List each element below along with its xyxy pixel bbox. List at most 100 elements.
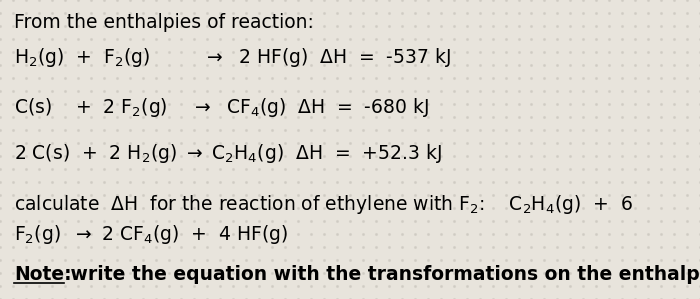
Point bbox=[526, 245, 537, 249]
Point bbox=[189, 76, 200, 80]
Point bbox=[176, 50, 187, 54]
Point bbox=[279, 284, 290, 289]
Point bbox=[163, 219, 174, 223]
Point bbox=[370, 245, 382, 249]
Point bbox=[629, 102, 641, 106]
Point bbox=[384, 76, 395, 80]
Point bbox=[422, 76, 433, 80]
Point bbox=[617, 297, 628, 299]
Point bbox=[578, 180, 589, 184]
Point bbox=[344, 24, 356, 28]
Point bbox=[124, 62, 135, 67]
Point bbox=[8, 0, 19, 2]
Point bbox=[526, 219, 537, 223]
Point bbox=[8, 89, 19, 93]
Point bbox=[46, 206, 57, 210]
Point bbox=[358, 284, 369, 289]
Point bbox=[34, 206, 45, 210]
Point bbox=[694, 258, 700, 263]
Point bbox=[668, 258, 680, 263]
Point bbox=[370, 24, 382, 28]
Point bbox=[629, 24, 641, 28]
Point bbox=[410, 36, 421, 41]
Point bbox=[0, 62, 6, 67]
Point bbox=[267, 193, 278, 197]
Point bbox=[643, 154, 654, 158]
Point bbox=[331, 271, 342, 275]
Point bbox=[603, 141, 615, 145]
Point bbox=[305, 141, 316, 145]
Point bbox=[293, 50, 304, 54]
Point bbox=[565, 89, 576, 93]
Point bbox=[474, 89, 485, 93]
Point bbox=[111, 245, 122, 249]
Point bbox=[305, 115, 316, 119]
Point bbox=[513, 102, 524, 106]
Point bbox=[384, 245, 395, 249]
Point bbox=[643, 297, 654, 299]
Point bbox=[410, 167, 421, 171]
Point bbox=[384, 180, 395, 184]
Point bbox=[85, 36, 97, 41]
Point bbox=[124, 10, 135, 15]
Point bbox=[578, 89, 589, 93]
Point bbox=[293, 167, 304, 171]
Point bbox=[694, 115, 700, 119]
Point bbox=[241, 193, 252, 197]
Point bbox=[681, 115, 692, 119]
Point bbox=[694, 24, 700, 28]
Point bbox=[0, 50, 6, 54]
Point bbox=[331, 50, 342, 54]
Point bbox=[98, 102, 109, 106]
Point bbox=[241, 271, 252, 275]
Point bbox=[293, 206, 304, 210]
Point bbox=[137, 102, 148, 106]
Point bbox=[565, 50, 576, 54]
Point bbox=[253, 193, 265, 197]
Point bbox=[435, 284, 447, 289]
Point bbox=[487, 141, 498, 145]
Point bbox=[422, 258, 433, 263]
Point bbox=[253, 154, 265, 158]
Point bbox=[228, 76, 239, 80]
Point bbox=[0, 219, 6, 223]
Point bbox=[0, 89, 6, 93]
Point bbox=[0, 0, 6, 2]
Point bbox=[681, 219, 692, 223]
Point bbox=[85, 297, 97, 299]
Point bbox=[655, 193, 666, 197]
Point bbox=[241, 0, 252, 2]
Point bbox=[591, 245, 602, 249]
Point bbox=[163, 0, 174, 2]
Point bbox=[448, 193, 459, 197]
Point bbox=[410, 24, 421, 28]
Point bbox=[150, 62, 161, 67]
Point bbox=[20, 50, 32, 54]
Point bbox=[0, 180, 6, 184]
Point bbox=[318, 206, 330, 210]
Point bbox=[461, 284, 472, 289]
Point bbox=[694, 193, 700, 197]
Point bbox=[85, 271, 97, 275]
Point bbox=[215, 50, 226, 54]
Point bbox=[358, 102, 369, 106]
Point bbox=[60, 206, 71, 210]
Point bbox=[137, 245, 148, 249]
Point bbox=[629, 36, 641, 41]
Point bbox=[60, 167, 71, 171]
Point bbox=[293, 271, 304, 275]
Point bbox=[578, 141, 589, 145]
Point bbox=[396, 0, 407, 2]
Point bbox=[435, 271, 447, 275]
Point bbox=[0, 284, 6, 289]
Point bbox=[60, 128, 71, 132]
Point bbox=[0, 102, 6, 106]
Point bbox=[305, 102, 316, 106]
Point bbox=[526, 0, 537, 2]
Point bbox=[331, 76, 342, 80]
Point bbox=[643, 219, 654, 223]
Point bbox=[358, 180, 369, 184]
Point bbox=[331, 62, 342, 67]
Point bbox=[668, 24, 680, 28]
Point bbox=[72, 62, 83, 67]
